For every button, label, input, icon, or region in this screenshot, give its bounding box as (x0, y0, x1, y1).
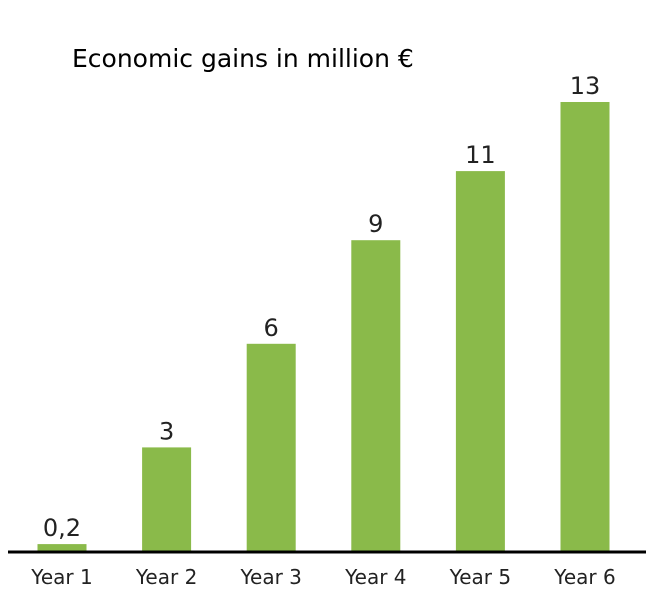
value-label-2: 3 (159, 417, 174, 445)
x-tick-label-1: Year 1 (30, 565, 92, 589)
value-label-4: 9 (368, 210, 383, 238)
chart-title: Economic gains in million € (72, 44, 414, 73)
value-label-3: 6 (264, 314, 279, 342)
value-labels-group: 0,2 3 6 9 11 13 (43, 72, 600, 542)
bar-1 (37, 544, 87, 551)
x-tick-labels-group: Year 1 Year 2 Year 3 Year 4 Year 5 Year 6 (30, 565, 615, 589)
value-label-1: 0,2 (43, 514, 81, 542)
bar-3 (246, 343, 296, 551)
value-label-5: 11 (465, 141, 496, 169)
bar-6 (560, 102, 610, 551)
x-tick-label-2: Year 2 (135, 565, 197, 589)
x-tick-label-4: Year 4 (344, 565, 406, 589)
bar-4 (351, 240, 401, 551)
bars-group (37, 102, 610, 551)
x-tick-label-3: Year 3 (239, 565, 301, 589)
value-label-6: 13 (570, 72, 601, 100)
x-tick-label-6: Year 6 (553, 565, 615, 589)
bar-5 (455, 171, 505, 551)
x-tick-label-5: Year 5 (449, 565, 511, 589)
bar-2 (142, 447, 192, 551)
